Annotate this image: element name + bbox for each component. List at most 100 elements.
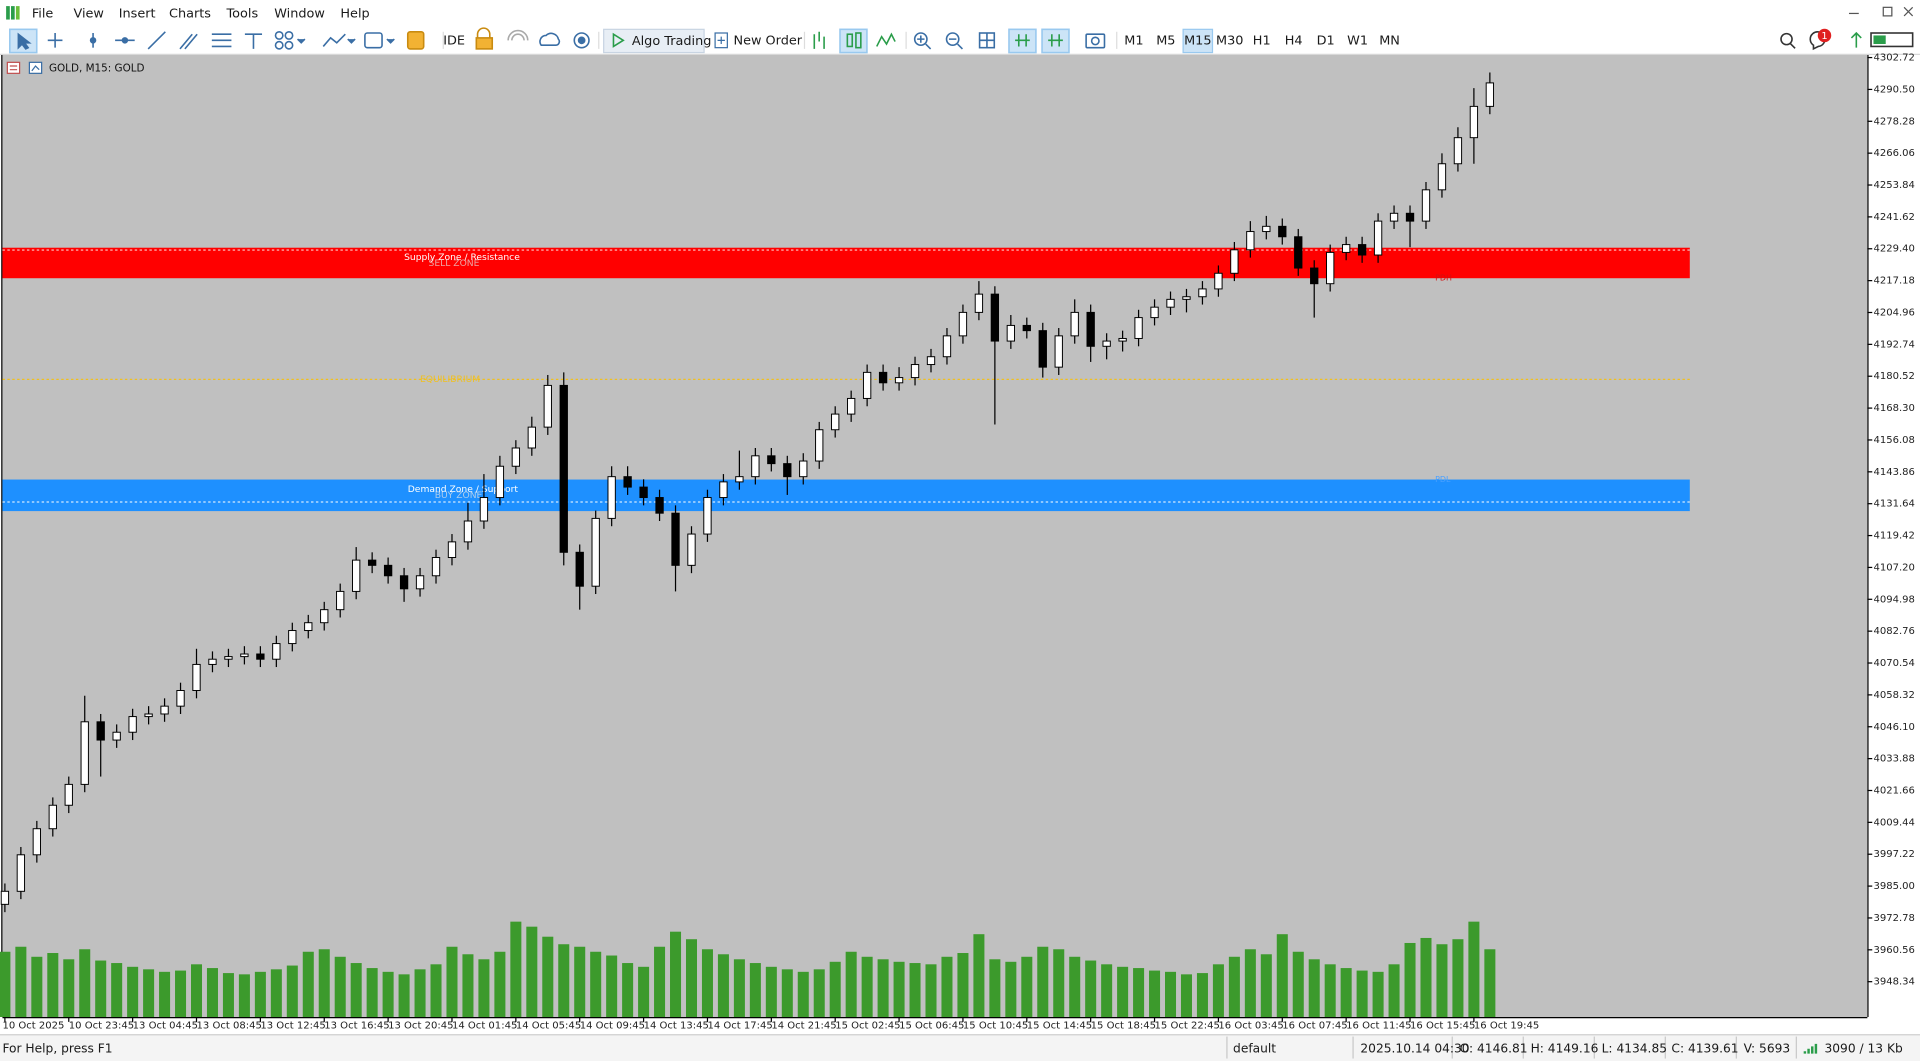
y-tick-label: 4082.76 bbox=[1873, 626, 1914, 637]
candle-body bbox=[575, 551, 584, 587]
volume-bar bbox=[446, 946, 458, 1017]
status-separators bbox=[1226, 1036, 1797, 1059]
menu-item[interactable]: Help bbox=[340, 7, 369, 22]
window-controls[interactable] bbox=[1848, 6, 1914, 17]
status-volume: V: 5693 bbox=[1744, 1041, 1791, 1055]
y-tick-label: 4070.54 bbox=[1873, 658, 1914, 669]
volume-bar bbox=[1260, 954, 1272, 1017]
candle-body bbox=[958, 311, 968, 337]
timeframe-button[interactable]: MN bbox=[1379, 33, 1400, 48]
volume-bar bbox=[350, 963, 362, 1017]
candle-body bbox=[64, 783, 73, 806]
x-tick-label: 13 Oct 12:45 bbox=[260, 1021, 325, 1032]
volume-bar bbox=[941, 956, 953, 1017]
y-tick-label: 4107.20 bbox=[1873, 562, 1914, 573]
candle-body bbox=[511, 447, 521, 467]
volume-bar bbox=[95, 960, 107, 1017]
candle-body bbox=[990, 293, 1000, 342]
candle-body bbox=[1214, 272, 1223, 290]
menu-item[interactable]: Insert bbox=[119, 7, 156, 22]
x-tick-label: 14 Oct 17:45 bbox=[707, 1021, 772, 1032]
x-tick-label: 16 Oct 15:45 bbox=[1410, 1021, 1475, 1032]
volume-bar bbox=[845, 951, 857, 1017]
volume-bar bbox=[1005, 961, 1017, 1017]
volume-bar bbox=[654, 946, 666, 1017]
timeframe-button[interactable]: M5 bbox=[1156, 33, 1175, 48]
candle-body bbox=[942, 335, 952, 358]
new-order-button[interactable]: New Order bbox=[733, 33, 802, 48]
candle-body bbox=[144, 713, 153, 718]
menu-item[interactable]: File bbox=[32, 7, 54, 22]
candle-body bbox=[16, 854, 26, 892]
candle-body bbox=[192, 663, 201, 691]
menu-item[interactable]: View bbox=[73, 7, 103, 22]
candle-body bbox=[1310, 267, 1319, 285]
x-tick-label: 15 Oct 14:45 bbox=[1027, 1021, 1092, 1032]
volume-bar bbox=[1324, 964, 1336, 1017]
volume-bar bbox=[1133, 968, 1145, 1017]
menu-item[interactable]: Charts bbox=[169, 7, 211, 22]
timeframe-button[interactable]: M15 bbox=[1184, 33, 1211, 48]
candle-body bbox=[336, 590, 345, 611]
y-tick-label: 4119.42 bbox=[1873, 531, 1914, 542]
candle-body bbox=[607, 476, 616, 519]
volume-bar bbox=[877, 959, 889, 1017]
zone-sublabel: SELL ZONE bbox=[429, 258, 480, 269]
time-axis bbox=[0, 1016, 1920, 1035]
algo-trading-label[interactable]: Algo Trading bbox=[632, 34, 712, 49]
volume-bar bbox=[302, 951, 314, 1017]
candle-body bbox=[1230, 249, 1239, 274]
candle-body bbox=[1326, 251, 1335, 285]
algo-trading-button[interactable] bbox=[603, 28, 705, 54]
x-tick-label: 14 Oct 21:45 bbox=[771, 1021, 836, 1032]
y-tick-label: 4143.86 bbox=[1873, 467, 1914, 478]
candle-body bbox=[1022, 324, 1031, 332]
candle-body bbox=[1389, 212, 1399, 222]
timeframe-button[interactable]: W1 bbox=[1347, 33, 1368, 48]
candle-body bbox=[1421, 189, 1431, 222]
timeframe-button[interactable]: H1 bbox=[1253, 33, 1271, 48]
volume-bar bbox=[334, 956, 346, 1017]
ide-button[interactable]: IDE bbox=[443, 33, 465, 48]
candle-body bbox=[352, 559, 361, 592]
candle-body bbox=[1469, 105, 1479, 139]
candle-body bbox=[623, 476, 632, 488]
volume-bar bbox=[925, 964, 937, 1017]
x-tick-label: 14 Oct 09:45 bbox=[580, 1021, 645, 1032]
volume-bar bbox=[175, 970, 187, 1017]
connection-icon bbox=[1803, 1043, 1818, 1054]
candle-body bbox=[431, 557, 441, 577]
candle-body bbox=[847, 397, 856, 415]
candle-body bbox=[96, 721, 105, 741]
volume-bar bbox=[1037, 946, 1049, 1017]
volume-bar bbox=[430, 964, 442, 1017]
chart-pane bbox=[2, 55, 1868, 1017]
x-tick-label: 15 Oct 18:45 bbox=[1091, 1021, 1156, 1032]
candle-body bbox=[1182, 296, 1191, 300]
y-tick-label: 4204.96 bbox=[1873, 307, 1914, 318]
candle-body bbox=[703, 497, 712, 535]
status-open: O: 4146.81 bbox=[1460, 1041, 1528, 1055]
volume-bar bbox=[1388, 964, 1400, 1017]
volume-bar bbox=[638, 966, 650, 1017]
menu-item[interactable]: Tools bbox=[226, 7, 259, 22]
timeframe-button[interactable]: M30 bbox=[1216, 33, 1243, 48]
menu-item[interactable]: Window bbox=[274, 7, 325, 22]
toolbar-icons[interactable] bbox=[9, 27, 1914, 54]
volume-bar bbox=[733, 959, 745, 1017]
volume-bar bbox=[1085, 960, 1097, 1017]
timeframe-button[interactable]: M1 bbox=[1124, 33, 1143, 48]
volume-bar bbox=[286, 965, 298, 1017]
timeframe-button[interactable]: H4 bbox=[1285, 33, 1303, 48]
volume-bar bbox=[685, 939, 698, 1017]
y-tick-label: 4266.06 bbox=[1873, 148, 1914, 159]
volume-bar bbox=[909, 963, 921, 1017]
candle-body bbox=[735, 476, 744, 483]
volume-bar bbox=[1244, 949, 1256, 1017]
y-tick-label: 4021.66 bbox=[1873, 785, 1914, 796]
timeframe-button[interactable]: D1 bbox=[1317, 33, 1335, 48]
x-tick-label: 10 Oct 2025 bbox=[2, 1021, 64, 1032]
candle-body bbox=[1134, 317, 1143, 339]
volume-bar bbox=[222, 973, 234, 1017]
